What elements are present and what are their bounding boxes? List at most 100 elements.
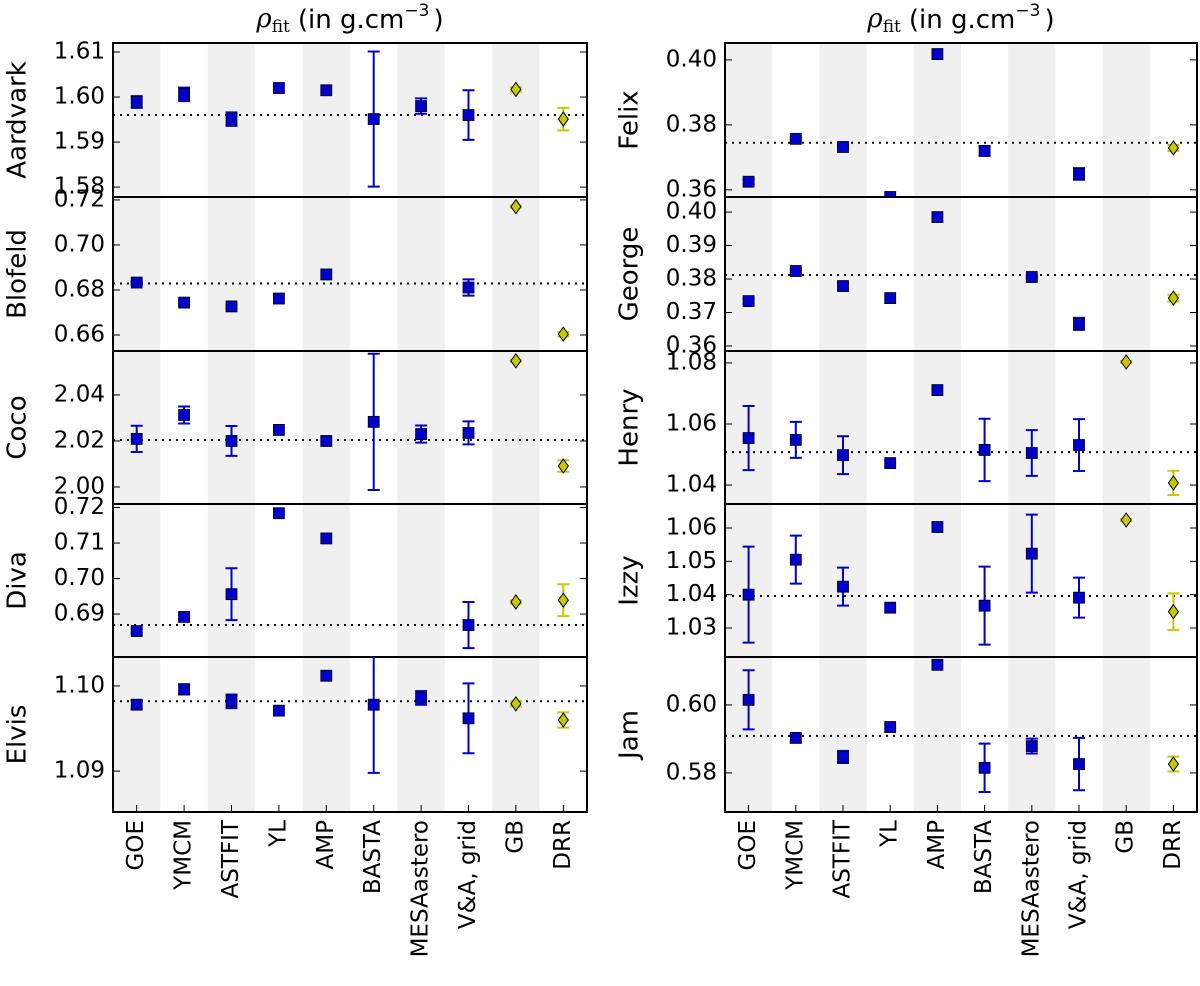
title-text: (in g.cm — [298, 5, 405, 35]
y-tick-label: 0.68 — [54, 276, 105, 302]
y-tick-label: 0.38 — [666, 266, 717, 292]
square-marker — [367, 698, 380, 711]
square-marker — [978, 444, 991, 456]
diamond-marker — [557, 326, 569, 342]
diamond-marker — [1167, 290, 1180, 306]
square-marker — [837, 280, 849, 292]
diamond-marker — [557, 712, 569, 728]
square-marker — [320, 435, 333, 447]
x-tick-label: AMP — [313, 820, 339, 870]
shade-band — [1102, 504, 1150, 657]
diamond-marker — [1120, 354, 1132, 370]
diamond-marker — [557, 458, 569, 474]
square-marker — [462, 109, 475, 121]
shade-band — [302, 351, 350, 504]
plot-area — [725, 48, 1197, 197]
square-marker — [130, 698, 143, 711]
diamond-marker — [510, 198, 522, 215]
square-marker — [884, 292, 897, 305]
square-marker — [789, 731, 802, 744]
y-tick-label: 0.60 — [666, 691, 717, 717]
y-tick-label: 0.36 — [666, 176, 717, 202]
square-marker — [931, 658, 944, 671]
y-tick-label: 0.40 — [666, 46, 717, 72]
square-marker — [837, 141, 849, 153]
panel-label: Felix — [615, 90, 645, 149]
square-marker — [1073, 168, 1085, 180]
diamond-marker — [1167, 756, 1180, 772]
x-tick-label: YL — [877, 820, 903, 848]
square-marker — [1025, 740, 1038, 752]
y-tick-label: 1.03 — [666, 615, 717, 641]
square-marker — [130, 96, 143, 108]
square-marker — [978, 599, 991, 612]
y-tick-label: 1.09 — [54, 758, 105, 784]
shade-band — [397, 504, 445, 657]
square-marker — [272, 82, 285, 94]
y-tick-label: 1.10 — [54, 672, 105, 698]
y-tick-label: 1.05 — [666, 548, 717, 574]
square-marker — [1025, 271, 1038, 283]
square-marker — [1025, 547, 1038, 560]
square-marker — [931, 384, 944, 396]
diamond-marker — [557, 111, 569, 127]
x-tick-label: ASTFIT — [218, 819, 244, 898]
x-tick-label: BASTA — [971, 820, 997, 894]
shade-band — [492, 504, 540, 657]
panel-label: Izzy — [615, 555, 645, 605]
square-marker — [884, 601, 897, 614]
y-tick-label: 0.37 — [666, 299, 717, 325]
shade-band — [302, 43, 350, 197]
plot-area — [113, 198, 587, 342]
shade-band — [397, 657, 445, 812]
shade-band — [207, 657, 256, 812]
square-marker — [837, 449, 849, 462]
y-tick-label: 0.66 — [54, 322, 105, 348]
square-marker — [742, 693, 755, 706]
shade-band — [302, 657, 350, 812]
shade-band — [819, 43, 867, 197]
x-tick-label: AMP — [924, 820, 950, 870]
square-marker — [462, 712, 475, 725]
panel-label: Henry — [615, 388, 645, 466]
x-tick-label: GB — [502, 820, 528, 854]
shade-band — [492, 197, 540, 351]
y-tick-label: 0.58 — [666, 759, 717, 785]
x-tick-label: BASTA — [360, 820, 386, 894]
x-tick-label: V&A, grid — [455, 820, 481, 929]
square-marker — [320, 84, 333, 97]
square-marker — [884, 191, 897, 197]
title-subscript: fit — [883, 17, 901, 37]
square-marker — [462, 619, 475, 631]
square-marker — [742, 588, 755, 601]
square-marker — [1073, 317, 1085, 330]
square-marker — [130, 276, 143, 289]
square-marker — [931, 211, 944, 223]
panel-label: Jam — [615, 710, 645, 761]
square-marker — [178, 296, 191, 309]
shade-band — [1008, 351, 1056, 504]
square-marker — [789, 132, 802, 145]
shade-band — [1008, 657, 1056, 812]
square-marker — [320, 268, 333, 281]
square-marker — [367, 113, 380, 125]
square-marker — [931, 48, 944, 60]
y-tick-label: 0.70 — [54, 231, 105, 257]
square-marker — [272, 292, 285, 305]
square-marker — [225, 300, 238, 313]
x-tick-label: GOE — [735, 820, 761, 870]
square-marker — [462, 427, 475, 439]
x-tick-label: YMCM — [171, 820, 197, 891]
y-tick-label: 1.58 — [54, 174, 105, 200]
panel-title: ρfit (in g.cm−3) — [255, 1, 443, 37]
shade-band — [492, 43, 540, 197]
shade-band — [492, 351, 540, 504]
panel-title: ρfit (in g.cm−3) — [866, 1, 1054, 37]
shade-band — [725, 43, 773, 197]
y-tick-label: 0.69 — [54, 601, 105, 627]
square-marker — [272, 424, 285, 436]
shade-band — [492, 657, 540, 812]
diamond-marker — [510, 695, 522, 712]
shade-band — [113, 657, 161, 812]
